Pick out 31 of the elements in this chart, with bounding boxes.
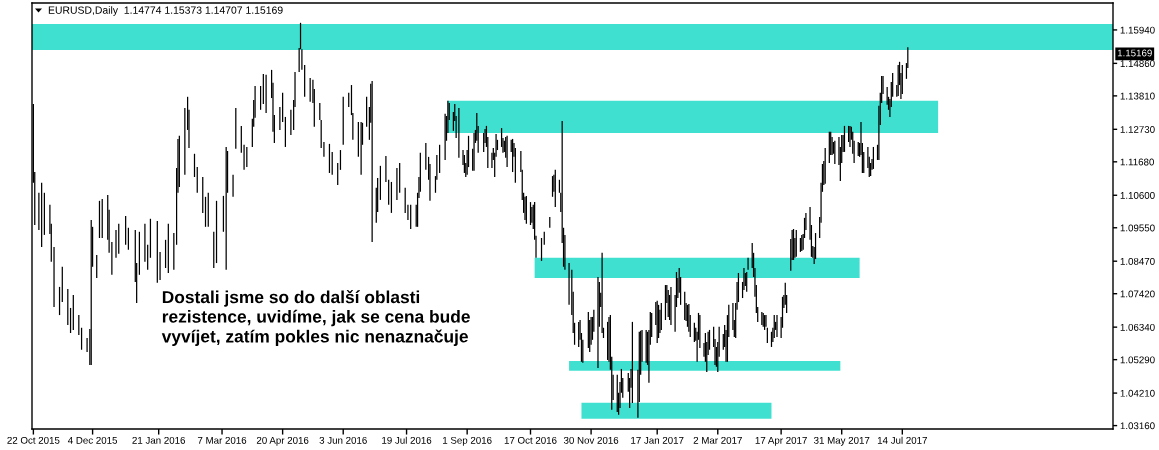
y-tick-label: 1.04210 [1120, 389, 1155, 397]
y-tick-label: 1.11680 [1120, 158, 1154, 166]
x-tick-label: 3 Jun 2016 [319, 436, 367, 444]
x-tick-label: 17 Jan 2017 [631, 436, 684, 444]
x-tick-label: 31 May 2017 [813, 436, 870, 446]
y-tick-label: 1.10600 [1120, 191, 1155, 199]
annotation: 1.15169 [1117, 49, 1152, 57]
x-tick-label: 7 Mar 2016 [197, 436, 247, 444]
y-tick-label: 1.09550 [1120, 224, 1155, 232]
x-tick-label: 17 Apr 2017 [755, 436, 807, 446]
y-tick-label: 1.15940 [1120, 26, 1155, 34]
y-tick-label: 1.08470 [1120, 257, 1155, 265]
y-tick-label: 1.07420 [1120, 290, 1155, 298]
y-tick-label: 1.14860 [1120, 60, 1155, 67]
chart-title: EURUSD,Daily 1.14774 1.15373 1.14707 1.15169 [48, 6, 283, 16]
x-tick-label: 21 Jan 2016 [132, 436, 186, 444]
x-tick-label: 4 Dec 2015 [67, 436, 118, 444]
x-tick-label: 22 Oct 2015 [7, 436, 60, 444]
x-tick-label: 14 Jul 2017 [877, 436, 927, 444]
y-tick-label: 1.13810 [1120, 92, 1155, 100]
y-tick-label: 1.06340 [1120, 323, 1155, 331]
y-tick-label: 1.12730 [1120, 126, 1155, 133]
x-tick-label: 30 Nov 2016 [563, 436, 619, 444]
annotation: Dostali jsme so do další oblasti rezistence, uvidíme, jak se cena bude vyvíjet, zatím pokles nic nenaznačuje [161, 290, 470, 347]
x-tick-label: 17 Oct 2016 [504, 436, 557, 444]
y-tick-label: 1.05290 [1120, 356, 1155, 364]
x-tick-label: 1 Sep 2016 [443, 436, 492, 446]
x-tick-label: 20 Apr 2016 [256, 436, 309, 446]
x-tick-label: 2 Mar 2017 [693, 436, 742, 444]
x-tick-label: 19 Jul 2016 [382, 436, 432, 444]
y-tick-label: 1.03160 [1120, 422, 1155, 430]
